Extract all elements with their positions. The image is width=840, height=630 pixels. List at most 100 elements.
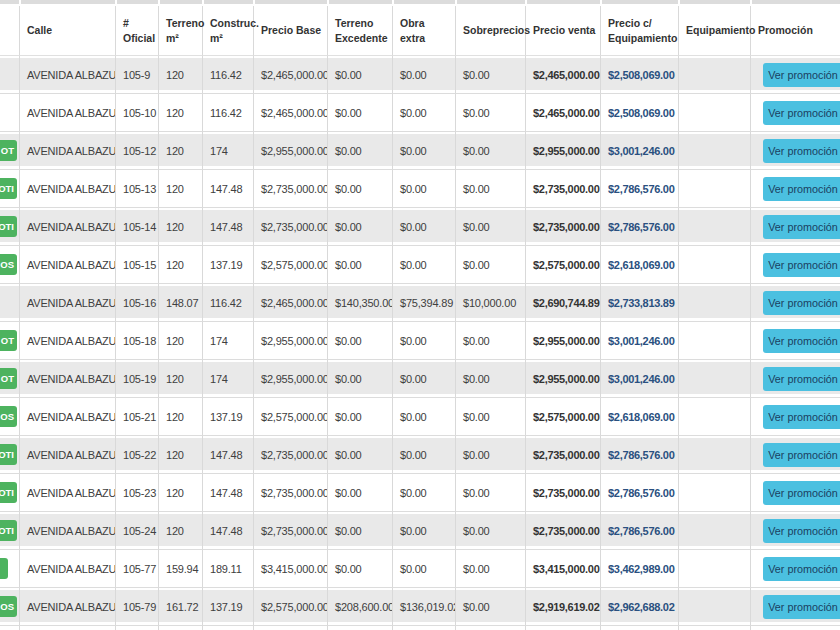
cell-calle: AVENIDA ALBAZUL xyxy=(19,436,115,474)
cell-terreno-excedente: $0.00 xyxy=(327,322,392,360)
cell-precio-equipamiento: $2,618,069.00 xyxy=(600,246,678,284)
ver-promocion-button[interactable]: Ver promoción xyxy=(763,177,840,201)
table-row: AVENIDA ALBAZUL 105-10 120 116.42 $2,465… xyxy=(0,94,840,132)
table-row: AVENIDA ALBAZUL 105-16 148.07 116.42 $2,… xyxy=(0,284,840,322)
cell-precio-base: $2,735,000.00 xyxy=(253,208,327,246)
cell-sobreprecios: $0.00 xyxy=(455,398,525,436)
ver-promocion-button[interactable]: Ver promoción xyxy=(763,329,840,353)
col-header-oficial: # Oficial xyxy=(115,6,158,56)
cell-precio-equipamiento: $3,001,246.00 xyxy=(600,132,678,170)
cell-badge: OT xyxy=(0,360,19,398)
cell-terreno: 120 xyxy=(158,246,202,284)
cell-promocion: Ver promoción xyxy=(750,474,840,512)
cell-precio-venta: $2,575,000.00 xyxy=(525,246,600,284)
cell-equipamiento xyxy=(678,588,750,626)
cell-promocion: Ver promoción xyxy=(750,56,840,94)
cell-equipamiento xyxy=(678,512,750,550)
cell-precio-venta: $2,575,000.00 xyxy=(525,398,600,436)
cell-precio-venta: $2,955,000.00 xyxy=(525,360,600,398)
cell-precio-venta: $2,690,744.89 xyxy=(525,284,600,322)
cell-terreno-excedente: $208,600.00 xyxy=(327,588,392,626)
cell-precio-base: $2,955,000.00 xyxy=(253,360,327,398)
cell-promocion: Ver promoción xyxy=(750,284,840,322)
cell-precio-equipamiento: $2,786,576.00 xyxy=(600,512,678,550)
cell-sobreprecios: $0.00 xyxy=(455,322,525,360)
cell-obra-extra: $0.00 xyxy=(392,398,455,436)
ver-promocion-button[interactable]: Ver promoción xyxy=(763,443,840,467)
cell-oficial: 105-21 xyxy=(115,398,158,436)
cell-precio-equipamiento: $2,508,069.00 xyxy=(600,56,678,94)
ver-promocion-button[interactable]: Ver promoción xyxy=(763,481,840,505)
table-row: OTI AVENIDA ALBAZUL 105-24 120 147.48 $2… xyxy=(0,512,840,550)
cell-terreno: 120 xyxy=(158,132,202,170)
cell-calle: AVENIDA ALBAZUL xyxy=(19,360,115,398)
table-row: OT AVENIDA ALBAZUL 105-19 120 174 $2,955… xyxy=(0,360,840,398)
cell-calle: AVENIDA ALBAZUL xyxy=(19,94,115,132)
cell-precio-equipamiento: $2,786,576.00 xyxy=(600,436,678,474)
cell-construc: 147.48 xyxy=(202,208,253,246)
cell-sobreprecios: $0.00 xyxy=(455,512,525,550)
cell-precio-base: $2,575,000.00 xyxy=(253,588,327,626)
cell-promocion: Ver promoción xyxy=(750,588,840,626)
cell-equipamiento xyxy=(678,398,750,436)
cell-terreno: 148.07 xyxy=(158,284,202,322)
status-badge: OT xyxy=(0,330,17,351)
cell-precio-base: $2,465,000.00 xyxy=(253,56,327,94)
ver-promocion-button[interactable]: Ver promoción xyxy=(763,519,840,543)
cell-promocion: Ver promoción xyxy=(750,208,840,246)
cell-terreno-excedente: $0.00 xyxy=(327,360,392,398)
cell-sobreprecios: $0.00 xyxy=(455,170,525,208)
cell-terreno-excedente: $0.00 xyxy=(327,56,392,94)
table-row: OS AVENIDA ALBAZUL 105-15 120 137.19 $2,… xyxy=(0,246,840,284)
cell-obra-extra: $0.00 xyxy=(392,550,455,588)
cell-precio-base: $2,465,000.00 xyxy=(253,94,327,132)
cell-precio-venta: $2,465,000.00 xyxy=(525,94,600,132)
cell-terreno-excedente: $0.00 xyxy=(327,208,392,246)
ver-promocion-button[interactable]: Ver promoción xyxy=(763,101,840,125)
cell-precio-base: $3,415,000.00 xyxy=(253,550,327,588)
cell-obra-extra: $0.00 xyxy=(392,56,455,94)
cell-badge: OT xyxy=(0,322,19,360)
cell-terreno: 120 xyxy=(158,474,202,512)
cell-precio-equipamiento: $2,508,069.00 xyxy=(600,94,678,132)
cell-badge: OTI xyxy=(0,208,19,246)
cell-promocion: Ver promoción xyxy=(750,436,840,474)
cell-sobreprecios: $0.00 xyxy=(455,132,525,170)
cell-precio-equipamiento: $2,786,576.00 xyxy=(600,474,678,512)
cell-terreno: 161.72 xyxy=(158,588,202,626)
ver-promocion-button[interactable]: Ver promoción xyxy=(763,595,840,619)
cell-precio-equipamiento: $2,618,069.00 xyxy=(600,398,678,436)
cell-calle: AVENIDA ALBAZUL xyxy=(19,208,115,246)
cell-obra-extra: $0.00 xyxy=(392,360,455,398)
col-header-calle: Calle xyxy=(19,6,115,56)
cell-construc: 137.19 xyxy=(202,588,253,626)
cell-construc: 147.48 xyxy=(202,512,253,550)
ver-promocion-button[interactable]: Ver promoción xyxy=(763,253,840,277)
cell-construc: 174 xyxy=(202,360,253,398)
table-row: OT AVENIDA ALBAZUL 105-18 120 174 $2,955… xyxy=(0,322,840,360)
ver-promocion-button[interactable]: Ver promoción xyxy=(763,557,840,581)
ver-promocion-button[interactable]: Ver promoción xyxy=(763,63,840,87)
ver-promocion-button[interactable]: Ver promoción xyxy=(763,291,840,315)
ver-promocion-button[interactable]: Ver promoción xyxy=(763,215,840,239)
cell-badge: OS xyxy=(0,588,19,626)
cell-precio-base: $2,465,000.00 xyxy=(253,284,327,322)
cell-precio-venta: $2,735,000.00 xyxy=(525,170,600,208)
ver-promocion-button[interactable]: Ver promoción xyxy=(763,405,840,429)
cell-calle: AVENIDA ALBAZUL xyxy=(19,56,115,94)
ver-promocion-button[interactable]: Ver promoción xyxy=(763,367,840,391)
cell-obra-extra: $0.00 xyxy=(392,322,455,360)
cell-badge xyxy=(0,284,19,322)
cell-equipamiento xyxy=(678,284,750,322)
cell-equipamiento xyxy=(678,132,750,170)
cell-sobreprecios: $0.00 xyxy=(455,550,525,588)
status-badge: OS xyxy=(0,406,17,427)
cell-obra-extra: $0.00 xyxy=(392,474,455,512)
cell-terreno-excedente: $0.00 xyxy=(327,132,392,170)
cell-oficial: 105-12 xyxy=(115,132,158,170)
cell-construc: 116.42 xyxy=(202,94,253,132)
ver-promocion-button[interactable]: Ver promoción xyxy=(763,139,840,163)
cell-badge: OTI xyxy=(0,436,19,474)
table-row: OS AVENIDA ALBAZUL 105-79 161.72 137.19 … xyxy=(0,588,840,626)
cell-terreno-excedente: $0.00 xyxy=(327,436,392,474)
